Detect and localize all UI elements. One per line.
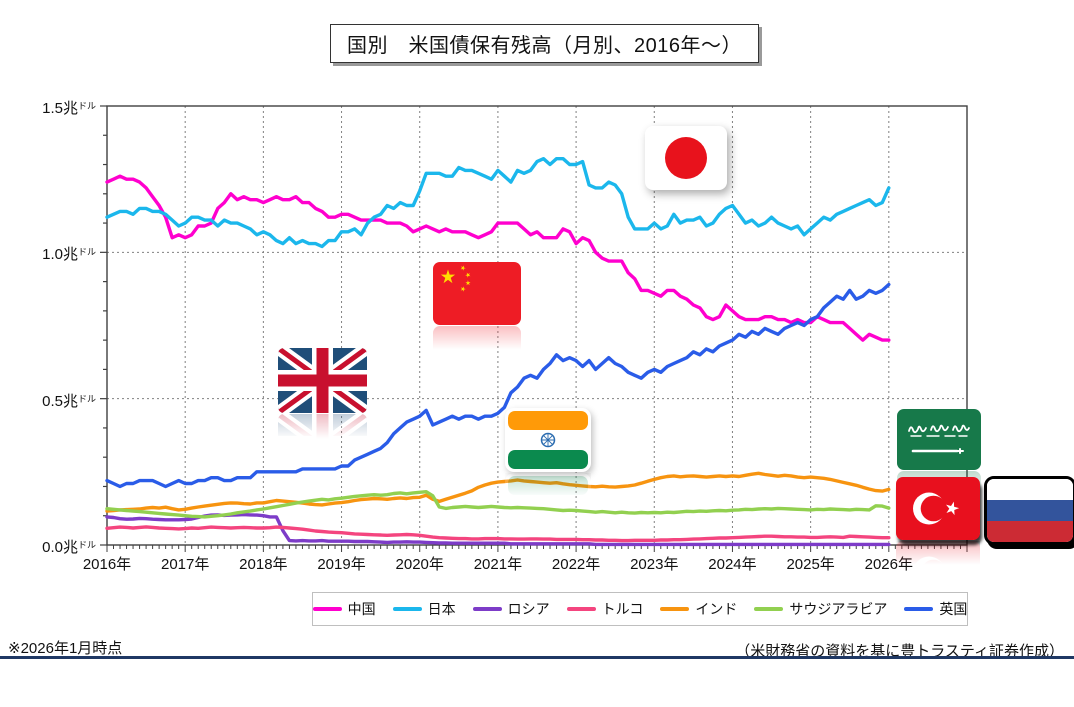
legend-item-china: 中国: [312, 599, 376, 619]
y-tick-label: 1.5兆ドル: [42, 100, 96, 117]
legend-label-japan: 日本: [427, 601, 456, 617]
japan-flag: [645, 126, 727, 190]
x-tick-label: 2026年: [864, 556, 913, 573]
x-tick-label: 2025年: [786, 556, 835, 573]
legend-item-saudi_arabia: サウジアラビア: [754, 599, 887, 619]
x-tick-label: 2023年: [630, 556, 679, 573]
sword-icon: [911, 448, 964, 454]
y-tick-label: 0.5兆ドル: [42, 392, 96, 410]
series-line-india: [105, 471, 891, 513]
series-line-uk: [105, 282, 891, 489]
legend-swatch-turkey: [566, 607, 596, 611]
legend-item-india: インド: [660, 599, 737, 619]
x-tick-label: 2017年: [160, 556, 210, 573]
saudi-arabia-flag: [897, 409, 981, 470]
chart-plot-area: [100, 105, 968, 552]
japan-sun-icon: [665, 137, 707, 179]
legend-swatch-india: [660, 607, 690, 611]
legend-item-turkey: トルコ: [566, 599, 644, 619]
russia-flag: [984, 476, 1074, 545]
india-flag: [505, 408, 591, 472]
y-tick-label: 1.0兆ドル: [42, 246, 96, 264]
x-tick-label: 2020年: [395, 556, 444, 573]
shahada-script-icon: [908, 424, 970, 437]
footnote-as-of-date: ※2026年1月時点: [8, 640, 123, 657]
legend-label-turkey: トルコ: [601, 601, 644, 617]
series-line-turkey: [105, 525, 891, 543]
series-line-china: [105, 174, 891, 342]
legend-label-russia: ロシア: [507, 601, 550, 617]
series-line-saudi_arabia: [105, 490, 891, 519]
x-tick-label: 2021年: [473, 556, 523, 573]
legend-label-india: インド: [695, 601, 738, 617]
legend-swatch-uk: [904, 607, 934, 611]
legend-swatch-japan: [392, 607, 422, 611]
ashoka-chakra-icon: [540, 432, 556, 448]
legend-label-china: 中国: [347, 601, 376, 617]
legend-label-uk: 英国: [939, 601, 968, 617]
turkey-flag: [896, 477, 980, 540]
footnote-source: （米財務省の資料を基に豊トラスティ証券作成）: [735, 643, 1064, 660]
series-line-japan: [105, 157, 891, 249]
legend-item-russia: ロシア: [472, 599, 550, 619]
legend-swatch-russia: [472, 607, 502, 611]
legend-swatch-china: [312, 607, 342, 611]
x-tick-label: 2018年: [239, 556, 288, 573]
chart-title: 国別 米国債保有残高（月別、2016年～）: [330, 24, 759, 63]
footer-rule: [0, 656, 1074, 659]
y-tick-label: 0.0兆ドル: [42, 539, 96, 556]
china-stars-icon: [440, 265, 471, 292]
legend-item-japan: 日本: [392, 599, 456, 619]
x-tick-label: 2016年: [82, 556, 132, 573]
series-line-russia: [105, 512, 891, 547]
chart-legend: 中国 日本 ロシア トルコ インド サウジアラビア 英国: [312, 592, 968, 626]
x-tick-label: 2019年: [317, 556, 366, 573]
x-tick-label: 2022年: [551, 556, 601, 573]
legend-swatch-saudi_arabia: [754, 607, 784, 611]
legend-item-uk: 英国: [904, 599, 967, 619]
uk-flag: [278, 348, 367, 413]
x-tick-label: 2024年: [708, 556, 757, 573]
china-flag: [433, 262, 521, 325]
crescent-star-icon: [913, 492, 960, 525]
legend-label-saudi_arabia: サウジアラビア: [789, 601, 888, 617]
